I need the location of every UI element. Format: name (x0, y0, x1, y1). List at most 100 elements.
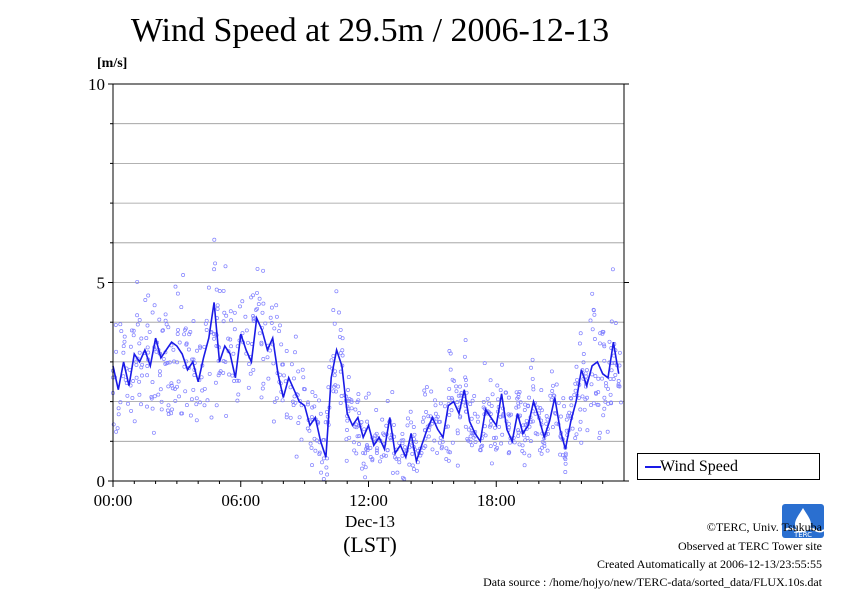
sample-point (150, 380, 155, 385)
sample-point (292, 394, 297, 399)
sample-point (323, 420, 328, 425)
sample-point (563, 453, 568, 458)
sample-point (409, 420, 414, 425)
sample-point (329, 358, 334, 363)
sample-point (564, 417, 569, 422)
sample-point (170, 407, 174, 412)
sample-point (463, 375, 468, 380)
sample-point (135, 313, 140, 318)
sample-point (129, 408, 134, 413)
sample-point (558, 452, 563, 457)
sample-point (593, 390, 598, 395)
sample-point (235, 378, 240, 383)
sample-point (447, 349, 452, 353)
sample-point (131, 333, 136, 338)
sample-point (294, 454, 299, 459)
sample-point (324, 410, 329, 414)
sample-point (429, 389, 434, 394)
sample-point (456, 393, 461, 398)
sample-point (549, 397, 554, 402)
sample-point (251, 314, 255, 318)
sample-point (515, 396, 520, 401)
sample-point (353, 407, 358, 412)
sample-point (290, 399, 295, 404)
sample-point (146, 293, 151, 298)
sample-point (500, 432, 505, 437)
sample-point (176, 327, 180, 332)
sample-point (523, 422, 528, 427)
sample-point (605, 429, 610, 434)
credit-observed-at: Observed at TERC Tower site (677, 539, 822, 553)
sample-point (518, 400, 523, 405)
sample-point (321, 438, 326, 443)
sample-point (403, 445, 407, 450)
sample-point (499, 441, 504, 446)
sample-point (224, 413, 229, 418)
sample-point (257, 331, 262, 336)
x-axis-date-label: Dec-13 (344, 512, 396, 531)
sample-point (365, 444, 369, 449)
sample-point (182, 332, 187, 337)
sample-point (291, 403, 296, 408)
sample-point (436, 419, 441, 424)
sample-point (570, 426, 575, 431)
sample-point (310, 463, 314, 468)
sample-point (296, 369, 301, 374)
terc-logo-icon: TERC (782, 504, 824, 538)
sample-point (194, 402, 199, 407)
sample-point (230, 373, 235, 378)
sample-point (301, 375, 306, 380)
sample-point (411, 425, 416, 429)
sample-point (410, 463, 415, 468)
sample-point (488, 444, 493, 449)
sample-point (340, 348, 345, 353)
sample-point (259, 395, 264, 400)
sample-point (438, 435, 443, 440)
sample-point (126, 401, 130, 406)
sample-point (352, 448, 357, 453)
sample-point (454, 389, 459, 394)
sample-point (446, 458, 451, 463)
sample-point (488, 423, 493, 428)
sample-point (602, 406, 607, 411)
sample-point (485, 396, 490, 401)
sample-point (161, 328, 165, 333)
sample-point (439, 446, 444, 451)
sample-point (581, 360, 586, 365)
sample-point (238, 304, 242, 309)
sample-point (593, 374, 598, 379)
sample-point (118, 322, 123, 327)
sample-point (309, 415, 314, 420)
sample-point (149, 395, 154, 399)
sample-point (214, 403, 219, 408)
sample-point (338, 351, 343, 356)
sample-point (134, 375, 139, 380)
sample-point (150, 406, 155, 411)
sample-point (435, 414, 440, 419)
sample-point (527, 453, 532, 458)
sample-point (569, 396, 574, 401)
sample-point (520, 449, 525, 453)
sample-point (221, 288, 226, 293)
x-tick-label: 18:00 (477, 491, 516, 510)
sample-point (321, 477, 326, 481)
sample-point (364, 395, 369, 400)
sample-point (289, 362, 294, 367)
sample-point (549, 369, 554, 374)
sample-point (603, 381, 608, 386)
sample-point (308, 441, 313, 446)
sample-point (116, 406, 121, 411)
sample-point (539, 388, 544, 393)
sample-point (159, 407, 164, 412)
sample-point (363, 475, 368, 480)
sample-point (506, 412, 511, 417)
sample-point (400, 475, 405, 480)
sample-point (169, 381, 174, 386)
sample-point (609, 368, 614, 373)
sample-point (603, 399, 608, 404)
sample-point (272, 399, 277, 404)
sample-point (235, 398, 240, 403)
sample-point (472, 411, 477, 416)
sample-point (271, 361, 276, 366)
sample-point (374, 451, 379, 455)
